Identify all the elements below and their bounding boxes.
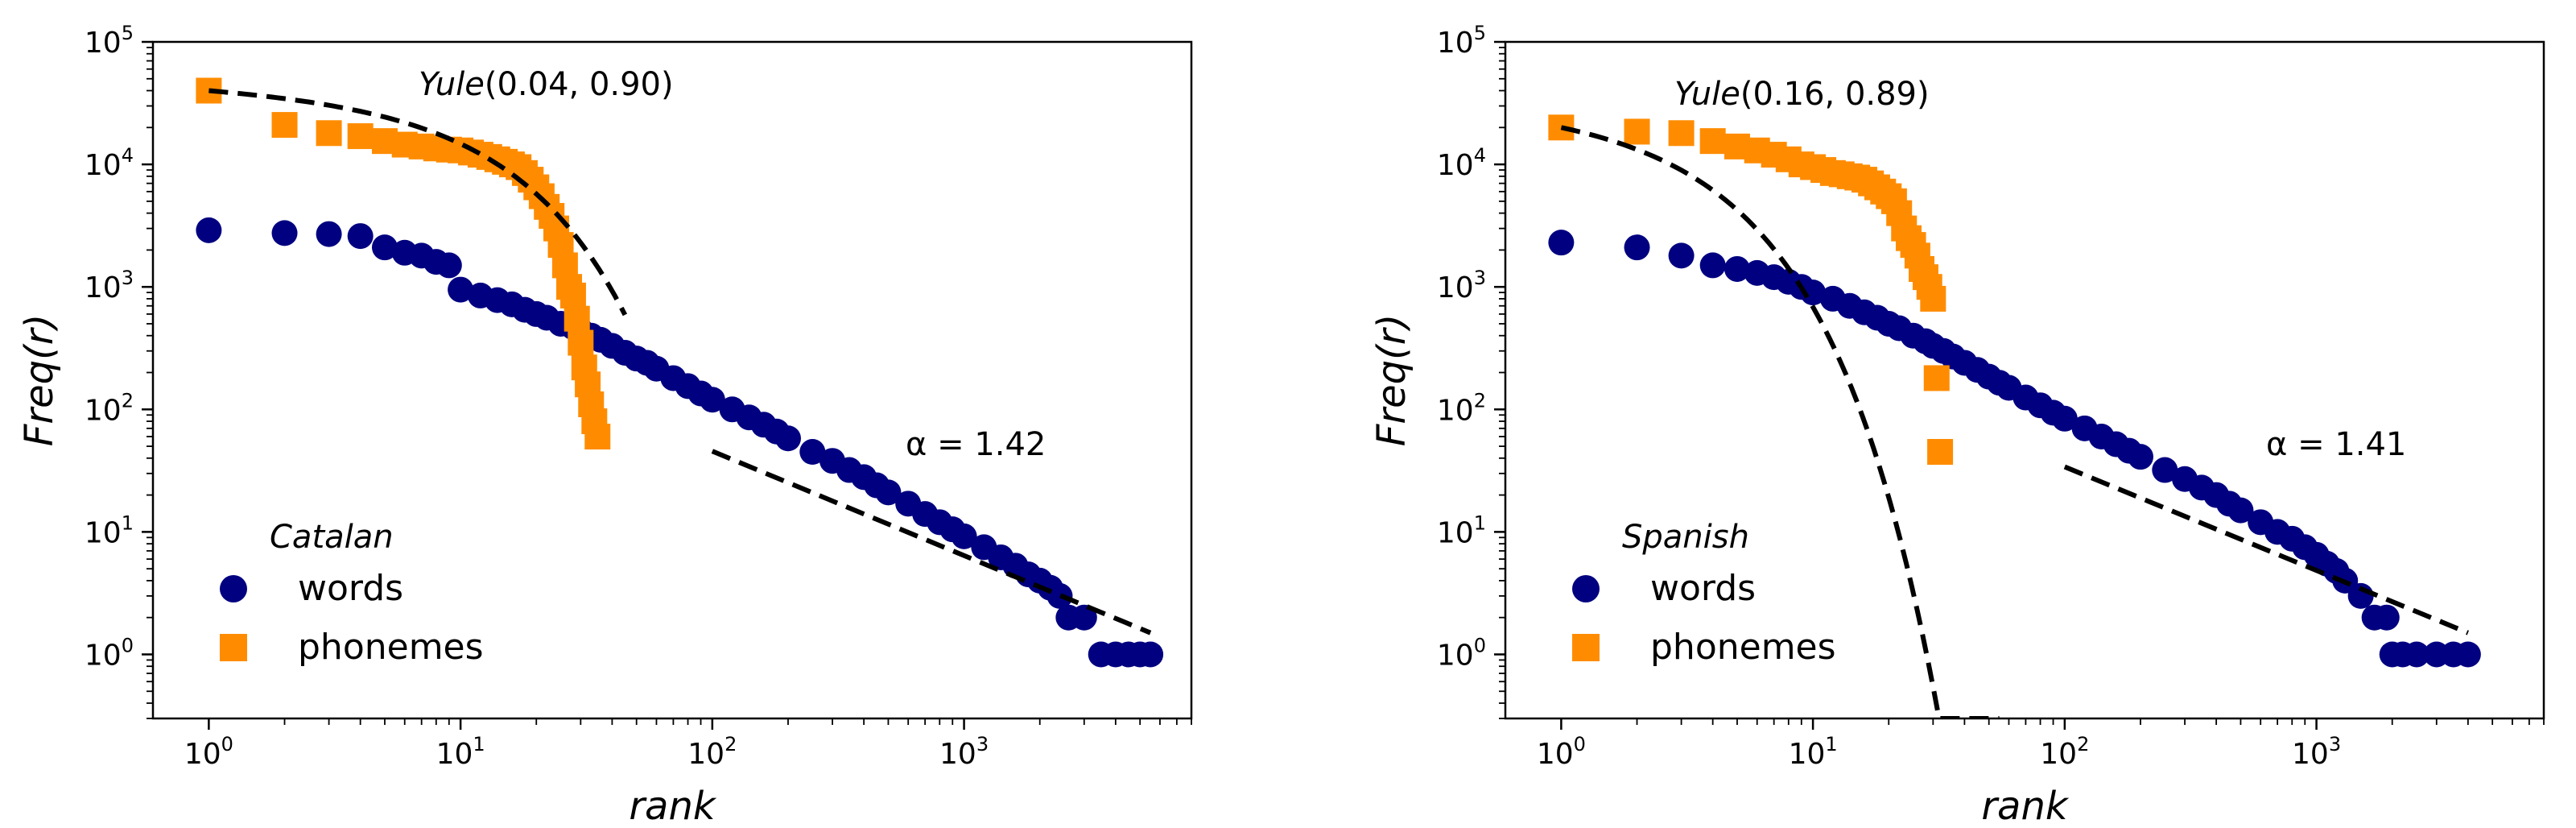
word-point	[2152, 457, 2178, 483]
word-point	[2454, 641, 2481, 668]
y-tick-label: 102	[1437, 389, 1486, 427]
phoneme-point	[1699, 128, 1726, 155]
word-point	[2127, 444, 2153, 470]
word-point	[1137, 641, 1164, 668]
y-tick-label: 103	[85, 267, 134, 304]
plot-area	[1548, 114, 2481, 718]
word-point	[271, 220, 298, 246]
y-axis-label: Freq(r)	[1369, 314, 1414, 447]
word-point	[1699, 252, 1726, 279]
plot-frame	[151, 40, 1193, 720]
y-axis-label: Freq(r)	[17, 314, 62, 447]
chart-panel-spanish: 100 101 102 103 100 101 102 103 104 105 rank Freq(r…	[1369, 22, 2545, 828]
phoneme-point	[1668, 120, 1695, 147]
word-point	[2227, 497, 2254, 524]
word-point	[1668, 242, 1695, 269]
x-tick-label: 103	[2292, 733, 2341, 771]
y-tick-label: 103	[1437, 267, 1486, 304]
word-point	[1548, 230, 1575, 256]
legend-marker-words	[220, 575, 247, 602]
phoneme-point	[551, 252, 578, 279]
phoneme-point	[559, 282, 586, 308]
phoneme-point	[347, 123, 374, 150]
phoneme-point	[584, 424, 611, 450]
y-tick-label: 100	[85, 634, 134, 672]
legend-label-words: words	[1650, 568, 1756, 609]
phoneme-point	[564, 305, 590, 332]
legend-title: Spanish	[1622, 519, 1749, 556]
y-tick-label: 101	[85, 511, 134, 549]
word-point	[1800, 279, 1827, 306]
y-tick-label: 104	[1437, 144, 1486, 182]
x-axis-label: rank	[629, 784, 717, 828]
word-point	[951, 523, 977, 549]
x-tick-label: 100	[1537, 733, 1586, 771]
y-tick-label: 101	[1437, 511, 1486, 549]
y-tick-label: 105	[85, 22, 134, 60]
yule-annotation: Yule(0.04, 0.90)	[419, 66, 674, 103]
x-tick-label: 101	[436, 733, 485, 771]
word-point	[875, 479, 902, 506]
legend-marker-phonemes	[220, 634, 247, 661]
word-point	[371, 234, 398, 261]
legend-marker-phonemes	[1572, 634, 1600, 661]
alpha-annotation: α = 1.42	[906, 426, 1046, 463]
x-tick-label: 102	[687, 733, 737, 771]
word-point	[436, 252, 462, 279]
word-point	[2404, 641, 2430, 668]
phoneme-point	[271, 112, 298, 139]
phoneme-point	[1624, 118, 1650, 145]
x-tick-label: 103	[939, 733, 989, 771]
word-point	[1071, 604, 1097, 631]
x-axis-label: rank	[1981, 784, 2070, 828]
word-point	[196, 217, 222, 243]
y-tick-label: 102	[85, 389, 134, 427]
yule-fit-line	[1560, 125, 2000, 718]
word-point	[699, 387, 725, 413]
x-tick-label: 100	[184, 733, 233, 771]
phoneme-point	[1927, 439, 1954, 466]
phoneme-point	[1920, 285, 1946, 312]
word-point	[799, 439, 826, 466]
legend-marker-words	[1572, 575, 1600, 602]
y-tick-label: 105	[1437, 22, 1486, 60]
y-tick-label: 104	[85, 144, 134, 182]
word-point	[316, 221, 342, 247]
phoneme-point	[1923, 365, 1950, 391]
x-tick-label: 101	[1789, 733, 1838, 771]
word-point	[774, 425, 801, 452]
word-point	[1624, 234, 1650, 261]
legend-title: Catalan	[270, 519, 394, 556]
phoneme-point	[568, 329, 594, 356]
plot-frame	[1504, 40, 2545, 720]
power-law-fit-line	[2063, 464, 2469, 635]
x-tick-label: 102	[2040, 733, 2089, 771]
word-point	[448, 276, 474, 303]
word-point	[2373, 604, 2400, 631]
word-point	[2051, 405, 2078, 432]
word-point	[1046, 582, 1073, 609]
yule-fit-line	[208, 88, 628, 317]
y-tick-label: 100	[1437, 634, 1486, 672]
word-point	[1724, 255, 1750, 282]
legend-label-phonemes: phonemes	[1650, 627, 1836, 668]
word-point	[347, 223, 374, 250]
legend-label-phonemes: phonemes	[298, 627, 484, 668]
legend-label-words: words	[298, 568, 403, 609]
yule-annotation: Yule(0.16, 0.89)	[1674, 76, 1930, 113]
phoneme-point	[316, 120, 342, 147]
chart-panel-catalan: 100 101 102 103 100 101 102 103 104 105 rank Freq(r…	[17, 22, 1193, 828]
alpha-annotation: α = 1.41	[2266, 426, 2406, 463]
plot-area	[196, 77, 1164, 668]
power-law-fit-line	[711, 449, 1152, 635]
